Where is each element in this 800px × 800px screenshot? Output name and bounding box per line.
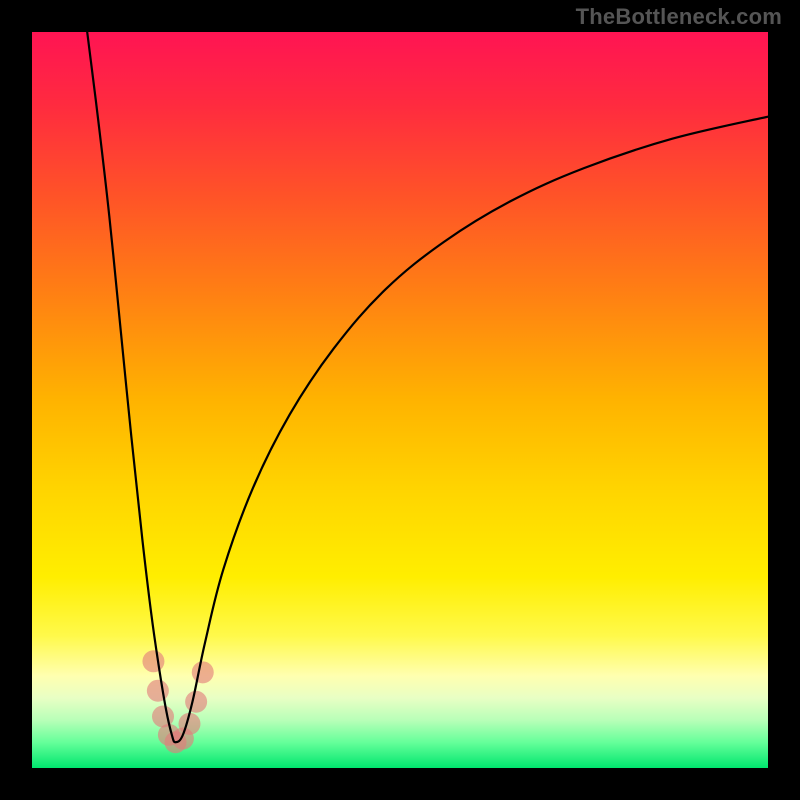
chart-container: TheBottleneck.com xyxy=(0,0,800,800)
watermark-text: TheBottleneck.com xyxy=(576,4,782,30)
marker-dot xyxy=(147,680,169,702)
marker-dot xyxy=(142,650,164,672)
marker-dot xyxy=(185,691,207,713)
marker-dot xyxy=(192,661,214,683)
bottleneck-chart xyxy=(0,0,800,800)
